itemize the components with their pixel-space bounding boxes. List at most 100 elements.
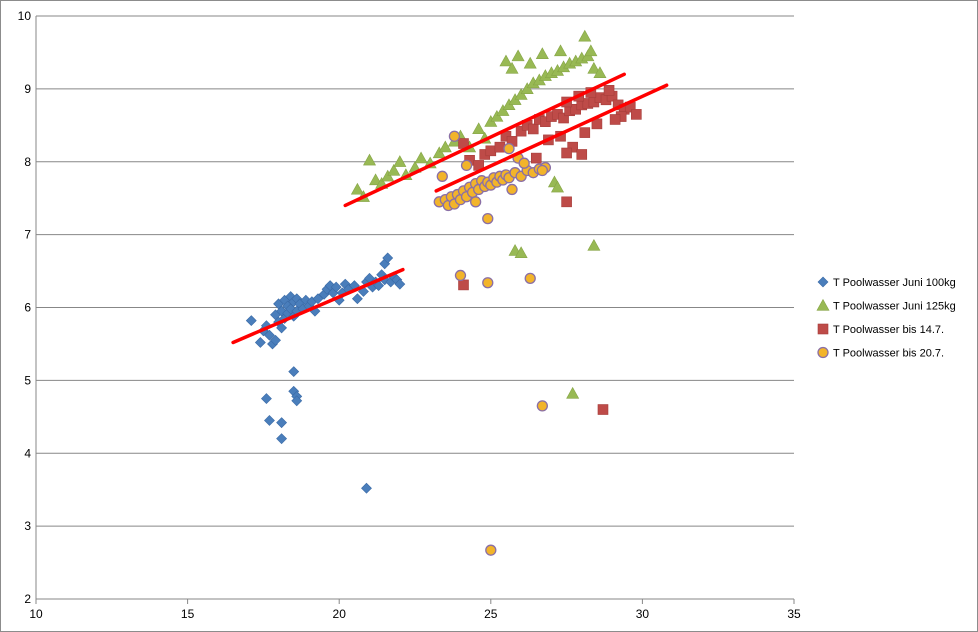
- data-point: [490, 109, 504, 122]
- x-tick-label: 35: [787, 607, 801, 621]
- data-point: [505, 61, 519, 74]
- data-point: [270, 334, 281, 346]
- legend-item: T Poolwasser Juni 100kg: [817, 276, 956, 289]
- legend-item: T Poolwasser Juni 125kg: [816, 298, 956, 313]
- data-point: [472, 122, 486, 135]
- data-point: [566, 386, 580, 399]
- data-point: [536, 164, 548, 177]
- data-point: [276, 417, 288, 429]
- data-point: [578, 29, 592, 42]
- data-point: [261, 393, 272, 405]
- data-point: [499, 54, 513, 67]
- data-point: [330, 281, 342, 293]
- data-point: [458, 279, 469, 291]
- data-point: [438, 140, 452, 153]
- y-tick-label: 6: [24, 301, 31, 315]
- legend-marker: [817, 276, 829, 288]
- trendline-2: [343, 72, 626, 208]
- data-point: [448, 130, 461, 142]
- series-2: [350, 29, 607, 399]
- data-point: [361, 482, 372, 494]
- legend-label: T Poolwasser Juni 125kg: [833, 301, 956, 313]
- data-point: [432, 146, 446, 159]
- data-point: [264, 329, 275, 341]
- legend-label: T Poolwasser Juni 100kg: [833, 277, 956, 289]
- x-tick-label: 15: [181, 607, 195, 621]
- data-point: [373, 280, 385, 292]
- data-point: [527, 123, 539, 135]
- y-tick-label: 8: [24, 155, 31, 169]
- legend-label: T Poolwasser bis 20.7.: [833, 348, 944, 360]
- data-point: [530, 152, 542, 164]
- data-point: [579, 127, 591, 138]
- data-point: [593, 66, 607, 78]
- legend-label: T Poolwasser bis 14.7.: [833, 324, 944, 336]
- data-point: [558, 112, 569, 124]
- data-point: [469, 196, 482, 208]
- trendlines: [231, 72, 669, 345]
- data-point: [276, 433, 288, 445]
- data-point: [587, 238, 601, 251]
- data-point: [518, 157, 530, 169]
- y-tick-label: 7: [24, 228, 31, 242]
- legend-item: T Poolwasser bis 14.7.: [817, 323, 944, 336]
- data-point: [393, 155, 407, 167]
- legend-marker: [817, 323, 829, 335]
- data-point: [515, 125, 527, 137]
- trendline-1: [231, 267, 405, 345]
- data-point: [631, 109, 642, 120]
- data-point: [523, 56, 537, 69]
- data-point: [454, 269, 467, 282]
- data-point: [503, 142, 515, 155]
- data-point: [351, 293, 363, 305]
- data-point: [387, 163, 401, 176]
- data-point: [414, 151, 428, 164]
- data-point: [394, 278, 406, 290]
- data-point: [288, 366, 300, 378]
- data-point: [291, 395, 303, 407]
- x-tick-label: 30: [636, 607, 650, 621]
- legend: T Poolwasser Juni 100kg T Poolwasser Juni…: [816, 276, 956, 360]
- legend-item: T Poolwasser bis 20.7.: [817, 346, 944, 360]
- data-point: [520, 82, 534, 94]
- data-point: [460, 159, 473, 172]
- gridlines: [36, 15, 794, 527]
- y-tick-label: 2: [24, 592, 31, 606]
- y-tick-label: 4: [24, 446, 31, 460]
- data-point: [506, 183, 518, 196]
- data-point: [536, 400, 548, 412]
- series-4: [433, 130, 552, 556]
- y-tick-label: 10: [18, 9, 32, 23]
- data-point: [535, 47, 549, 59]
- legend-marker: [816, 298, 830, 311]
- data-point: [381, 169, 395, 182]
- data-point: [587, 61, 601, 74]
- data-point: [485, 145, 497, 157]
- data-point: [350, 182, 364, 195]
- legend-marker: [817, 346, 829, 359]
- data-point: [524, 272, 536, 285]
- y-tick-label: 3: [24, 519, 31, 533]
- data-point: [597, 404, 609, 415]
- trendline-3: [434, 83, 669, 193]
- data-point: [609, 114, 621, 125]
- series-1: [245, 252, 406, 494]
- data-point: [514, 88, 528, 100]
- axes: [35, 16, 795, 604]
- data-point: [369, 173, 383, 186]
- data-point: [482, 277, 494, 289]
- data-point: [245, 315, 257, 327]
- data-point: [567, 141, 578, 153]
- x-tick-label: 20: [333, 607, 347, 621]
- data-point: [312, 293, 324, 305]
- data-point: [584, 44, 598, 57]
- data-point: [436, 170, 448, 182]
- y-tick-label: 5: [24, 373, 31, 387]
- x-tick-label: 10: [29, 607, 43, 621]
- data-point: [264, 415, 275, 426]
- data-point: [514, 246, 528, 258]
- data-point: [561, 196, 572, 208]
- data-point: [603, 85, 615, 96]
- data-point: [254, 337, 266, 348]
